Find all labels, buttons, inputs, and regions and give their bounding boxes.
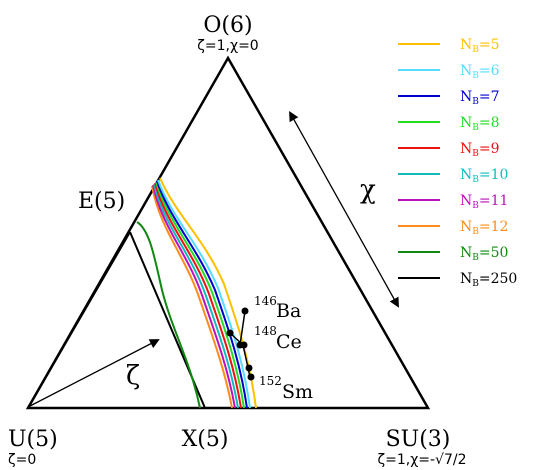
legend-label-sub: B xyxy=(472,71,479,81)
curve-nb-50 xyxy=(136,221,201,409)
legend-label-sub: B xyxy=(472,149,479,159)
legend-label-main: N xyxy=(460,167,472,183)
ce-point-a xyxy=(226,329,234,337)
legend-label-main: N xyxy=(460,63,472,79)
legend-label-main: N xyxy=(460,271,472,287)
e5-label: E(5) xyxy=(78,189,125,214)
legend-label-sub: B xyxy=(472,201,479,211)
legend-label: NB=9 xyxy=(460,141,500,159)
legend: NB=5NB=6NB=7NB=8NB=9NB=10NB=11NB=12NB=50… xyxy=(398,37,517,289)
nucleus-label-ce: 148 Ce xyxy=(254,324,302,353)
u5-params: ζ=0 xyxy=(8,452,36,468)
chi-label: χ xyxy=(360,175,376,205)
legend-label: NB=5 xyxy=(460,37,500,55)
sm-connector xyxy=(242,344,251,378)
legend-label-main: N xyxy=(460,219,472,235)
legend-label-value: =250 xyxy=(479,271,517,287)
legend-label-value: =5 xyxy=(479,37,500,53)
o6-params: ζ=1,χ=0 xyxy=(197,38,258,54)
sm-symbol: Sm xyxy=(282,381,313,403)
legend-label-value: =9 xyxy=(479,141,500,157)
sm-point-b xyxy=(247,373,255,381)
legend-label-sub: B xyxy=(472,175,479,185)
su3-params: ζ=1,χ=-√7/2 xyxy=(377,452,466,468)
curve-nb-8 xyxy=(155,181,245,409)
zeta-label: ζ xyxy=(126,361,140,391)
casten-triangle xyxy=(25,55,431,410)
sm-mass: 152 xyxy=(259,374,282,388)
legend-label-sub: B xyxy=(472,123,479,133)
legend-label-sub: B xyxy=(472,227,479,237)
legend-label-value: =6 xyxy=(479,63,500,79)
legend-label-main: N xyxy=(460,245,472,261)
legend-label-value: =10 xyxy=(479,167,509,183)
curve-nb-5 xyxy=(159,177,257,409)
ba-symbol: Ba xyxy=(276,300,301,322)
ce-mass: 148 xyxy=(254,324,277,338)
legend-label-main: N xyxy=(460,141,472,157)
legend-label: NB=6 xyxy=(460,63,500,81)
curve-nb-7 xyxy=(156,180,248,409)
legend-label: NB=250 xyxy=(460,271,517,289)
legend-label-value: =7 xyxy=(479,89,500,105)
legend-label-value: =12 xyxy=(479,219,509,235)
curve-nb-10 xyxy=(153,183,239,409)
ce-point-c xyxy=(240,341,248,349)
critical-curves xyxy=(136,177,257,409)
legend-label-main: N xyxy=(460,115,472,131)
legend-label-sub: B xyxy=(472,279,479,289)
legend-label-value: =50 xyxy=(479,245,509,261)
zeta-arrow xyxy=(29,339,160,407)
legend-label-main: N xyxy=(460,193,472,209)
o6-label: O(6) xyxy=(203,13,252,38)
legend-label-main: N xyxy=(460,37,472,53)
legend-label-sub: B xyxy=(472,45,479,55)
legend-label-value: =11 xyxy=(479,193,509,209)
u5-label: U(5) xyxy=(8,427,58,452)
sm-point-a xyxy=(245,364,253,372)
legend-label-main: N xyxy=(460,89,472,105)
legend-label-sub: B xyxy=(472,97,479,107)
nucleus-label-sm: 152 Sm xyxy=(259,374,313,403)
legend-label: NB=50 xyxy=(460,245,508,263)
x5-label: X(5) xyxy=(182,427,229,452)
curve-nb-12 xyxy=(151,185,233,409)
curve-nb-9 xyxy=(154,182,242,409)
legend-label: NB=8 xyxy=(460,115,500,133)
legend-label-value: =8 xyxy=(479,115,500,131)
nuclei-markers xyxy=(226,307,255,381)
ba-connector xyxy=(239,310,246,346)
legend-label: NB=7 xyxy=(460,89,500,107)
chi-arrow xyxy=(289,111,399,308)
legend-label: NB=11 xyxy=(460,193,508,211)
curve-nb-11 xyxy=(152,184,236,409)
curve-nb-6 xyxy=(157,179,251,409)
ba-mass: 146 xyxy=(254,294,277,308)
legend-label-sub: B xyxy=(472,253,479,263)
ba-point xyxy=(241,307,249,315)
legend-label: NB=12 xyxy=(460,219,508,237)
ce-symbol: Ce xyxy=(276,331,302,353)
u5-e5-line xyxy=(27,231,131,409)
su3-label: SU(3) xyxy=(386,427,451,452)
nucleus-label-ba: 146 Ba xyxy=(254,294,301,322)
legend-label: NB=10 xyxy=(460,167,508,185)
